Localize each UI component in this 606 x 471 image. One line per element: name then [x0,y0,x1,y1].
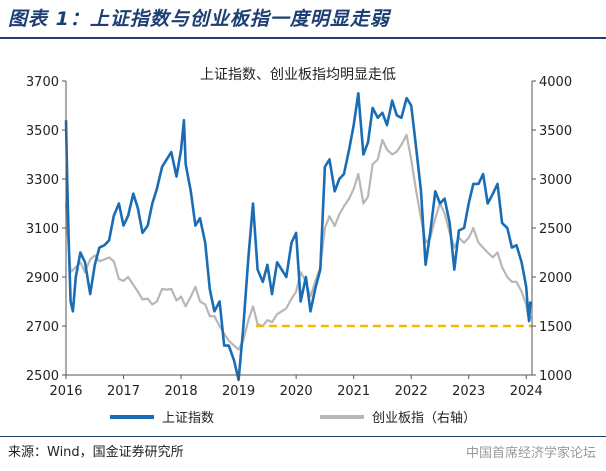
x-tick-label: 2021 [337,384,370,399]
x-tick-label: 2018 [165,384,198,399]
x-tick-label: 2017 [107,384,140,399]
footer-rule [0,436,606,437]
x-tick-label: 2024 [510,384,543,399]
left-tick-label: 3100 [26,222,59,237]
left-tick-label: 2900 [26,271,59,286]
watermark: 中国首席经济学家论坛 [465,446,596,461]
right-tick-label: 4000 [539,75,572,90]
series-line-left [64,92,532,382]
x-tick-label: 2020 [280,384,313,399]
left-tick-label: 2500 [26,369,59,384]
chart-title: 上证指数、创业板指均明显走低 [200,67,396,83]
series-line-right [64,133,532,351]
legend-label: 创业板指（右轴） [372,411,476,426]
left-tick-label: 3700 [26,75,59,90]
right-tick-label: 1500 [539,320,572,335]
left-tick-label: 2700 [26,320,59,335]
x-axis-ticks: 2016 2017 2018 2019 2020 2021 2022 2023 2024 [49,375,543,399]
x-tick-label: 2023 [452,384,485,399]
right-tick-label: 3000 [539,173,572,188]
right-tick-label: 2000 [539,271,572,286]
right-axis-ticks: 1000 1500 2000 2500 3000 3500 4000 [532,75,572,384]
title-rule [0,37,606,39]
x-tick-label: 2022 [395,384,428,399]
x-tick-label: 2019 [222,384,255,399]
plot-lines [64,92,532,382]
left-tick-label: 3500 [26,124,59,139]
source-note: 来源：Wind，国金证券研究所 [8,445,184,460]
left-tick-label: 3300 [26,173,59,188]
right-tick-label: 2500 [539,222,572,237]
x-tick-label: 2016 [49,384,82,399]
right-tick-label: 1000 [539,369,572,384]
legend: 上证指数 创业板指（右轴） [110,411,476,426]
left-axis-ticks: 2500 2700 2900 3100 3300 3500 3700 [26,75,66,384]
right-tick-label: 3500 [539,124,572,139]
figure-title: 图表 1：上证指数与创业板指一度明显走弱 [8,8,390,30]
legend-label: 上证指数 [162,411,214,426]
